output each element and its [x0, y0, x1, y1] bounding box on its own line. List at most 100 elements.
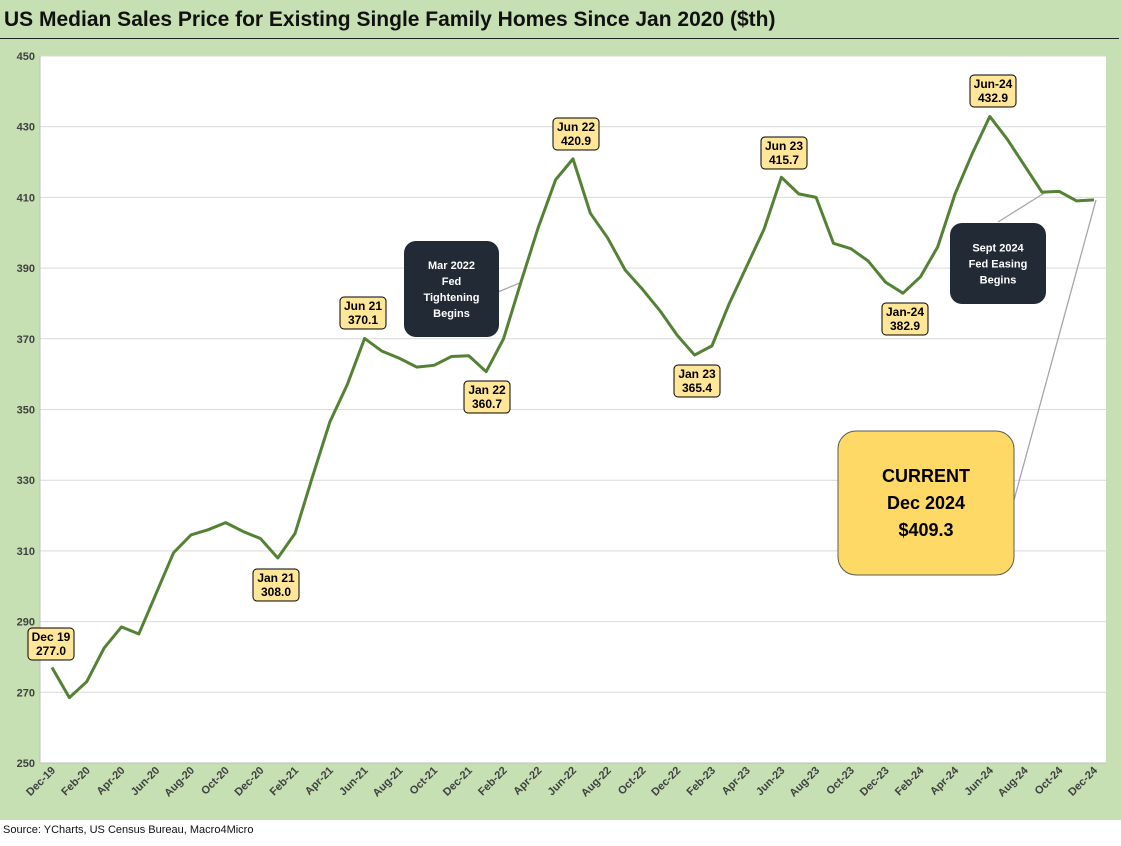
- x-tick-label: Apr-24: [928, 764, 962, 798]
- x-tick-label: Oct-24: [1033, 764, 1066, 797]
- y-tick-label: 430: [17, 122, 35, 134]
- x-tick-label: Dec-22: [649, 765, 683, 799]
- x-tick-label: Apr-23: [720, 765, 753, 798]
- current-callout-text: CURRENT: [882, 466, 970, 486]
- event-callout: Sept 2024 Fed Easing Begins: [950, 223, 1046, 304]
- data-callout-box: [969, 74, 1017, 108]
- event-callout-box: [404, 241, 499, 337]
- data-callout-value: 308.0: [261, 585, 291, 599]
- y-tick-label: 390: [17, 263, 35, 275]
- data-callout-value: 365.4: [682, 381, 712, 395]
- x-tick-label: Feb-20: [59, 765, 93, 799]
- x-tick-label: Apr-22: [511, 765, 544, 798]
- x-tick-label: Dec-20: [233, 765, 267, 799]
- current-callout-text: $409.3: [898, 520, 953, 540]
- x-tick-label: Dec-23: [858, 765, 892, 799]
- y-tick-label: 250: [17, 758, 35, 770]
- data-callout-label: Jan 21: [257, 571, 295, 585]
- series-line: [50, 114, 1095, 700]
- event-callout-text: Fed Easing: [969, 259, 1028, 271]
- x-tick-label: Jun-23: [754, 765, 788, 799]
- x-tick-label: Oct-20: [199, 765, 232, 798]
- data-callout-label: Jan-24: [886, 305, 924, 319]
- data-callout-value: 432.9: [978, 91, 1008, 105]
- data-callout-label: Jan 23: [678, 367, 716, 381]
- x-tick-label: Aug-23: [787, 765, 822, 800]
- data-callout-value: 382.9: [890, 319, 920, 333]
- y-tick-label: 270: [17, 687, 35, 699]
- current-callout-box: [837, 430, 1015, 576]
- data-callout-box: [552, 117, 600, 151]
- x-tick-label: Feb-22: [476, 765, 510, 799]
- data-callout-box: [673, 364, 721, 398]
- leader-line: [997, 191, 1047, 223]
- event-callout-text: Mar 2022: [428, 260, 475, 272]
- current-callout-text: Dec 2024: [887, 493, 965, 513]
- data-callout-label: Dec 19: [32, 630, 71, 644]
- x-tick-label: Aug-24: [996, 764, 1031, 799]
- x-tick-label: Apr-21: [303, 765, 336, 798]
- event-callout-box: [950, 223, 1046, 304]
- data-callout-label: Jan 22: [468, 383, 506, 397]
- y-tick-label: 350: [17, 405, 35, 417]
- x-tick-label: Dec-24: [1066, 764, 1101, 799]
- event-callout-text: Sept 2024: [972, 243, 1024, 255]
- y-tick-label: 310: [17, 546, 35, 558]
- event-callout-text: Begins: [980, 275, 1017, 287]
- data-callout-label: Jun 23: [765, 139, 803, 153]
- event-callout-text: Tightening: [423, 292, 479, 304]
- x-tick-label: Feb-23: [684, 765, 718, 799]
- x-tick-label: Jun-24: [962, 764, 996, 798]
- data-callout-label: Jun 21: [344, 299, 382, 313]
- x-tick-label: Oct-22: [616, 765, 649, 798]
- data-callout-value: 370.1: [348, 313, 378, 327]
- y-tick-label: 410: [17, 192, 35, 204]
- data-callout-box: [27, 627, 75, 661]
- y-tick-label: 450: [17, 51, 35, 63]
- x-tick-label: Feb-24: [893, 764, 927, 798]
- data-callout-label: Jun-24: [974, 77, 1013, 91]
- x-tick-label: Jun-20: [129, 765, 163, 799]
- data-callout-box: [339, 296, 387, 330]
- data-callout-value: 360.7: [472, 397, 502, 411]
- data-callout-box: [252, 568, 300, 602]
- data-callout-label: Jun 22: [557, 120, 595, 134]
- x-tick-label: Dec-21: [441, 765, 475, 799]
- leader-line: [497, 281, 523, 293]
- data-callout-value: 420.9: [561, 134, 591, 148]
- data-callout-box: [881, 302, 929, 336]
- chart-title: US Median Sales Price for Existing Singl…: [0, 0, 1119, 39]
- y-tick-label: 290: [17, 617, 35, 629]
- current-callout: CURRENT Dec 2024 $409.3: [837, 430, 1015, 576]
- leader-line: [1013, 199, 1097, 501]
- x-tick-label: Aug-22: [579, 765, 614, 800]
- x-tick-label: Aug-21: [371, 765, 406, 800]
- data-callout-value: 277.0: [36, 644, 66, 658]
- x-tick-label: Aug-20: [162, 765, 197, 800]
- y-tick-label: 330: [17, 475, 35, 487]
- event-callout-text: Begins: [433, 308, 470, 320]
- event-callout-text: Fed: [442, 276, 462, 288]
- event-callout: Mar 2022 Fed Tightening Begins: [404, 241, 499, 337]
- x-tick-label: Oct-21: [407, 765, 440, 798]
- data-callout-box: [760, 136, 808, 170]
- x-tick-label: Jun-22: [546, 765, 580, 799]
- x-tick-label: Feb-21: [268, 765, 302, 799]
- x-tick-label: Oct-23: [824, 765, 857, 798]
- data-callout-box: [463, 380, 511, 414]
- source-note: Source: YCharts, US Census Bureau, Macro…: [3, 824, 254, 836]
- x-tick-label: Apr-20: [94, 765, 127, 798]
- x-tick-label: Jun-21: [337, 765, 371, 799]
- data-callout-value: 415.7: [769, 153, 799, 167]
- y-tick-label: 370: [17, 334, 35, 346]
